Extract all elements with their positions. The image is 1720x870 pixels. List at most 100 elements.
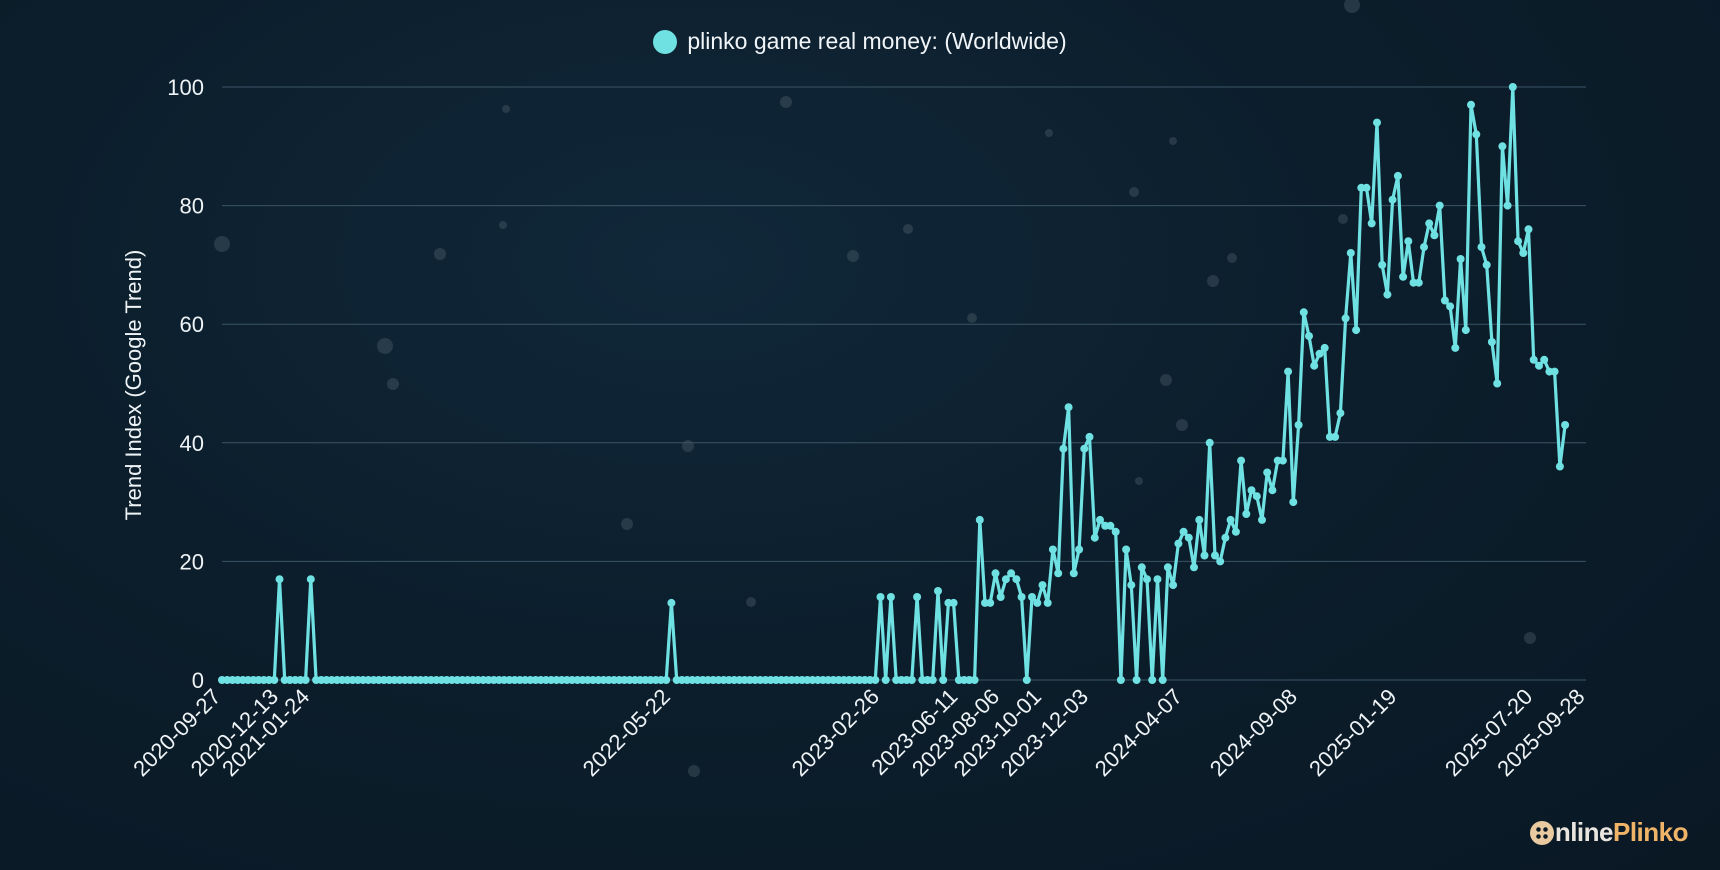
x-tick-label: 2024-04-07	[1090, 684, 1187, 781]
data-point	[1346, 249, 1355, 257]
data-point	[1420, 243, 1428, 252]
background-dot	[682, 440, 694, 452]
data-point	[1336, 409, 1345, 418]
data-point	[1289, 498, 1298, 507]
background-dot	[1227, 253, 1237, 263]
data-point	[1503, 201, 1512, 210]
plinko-board-icon	[1529, 820, 1554, 845]
data-point	[1561, 421, 1570, 429]
data-point	[986, 598, 995, 607]
data-point	[1111, 527, 1120, 536]
x-tick-label: 2025-01-19	[1304, 684, 1401, 781]
data-point	[1299, 308, 1308, 317]
brand-name-part2: Plinko	[1612, 817, 1689, 847]
data-point	[1075, 545, 1084, 554]
data-point	[1430, 231, 1439, 240]
data-point	[1263, 468, 1272, 477]
data-point	[1148, 676, 1157, 684]
background-dot	[1524, 632, 1536, 644]
data-point	[1127, 581, 1136, 590]
data-point	[275, 575, 284, 584]
data-point	[1467, 100, 1475, 109]
data-point	[1226, 515, 1235, 524]
data-point	[1221, 533, 1230, 542]
background-dot	[746, 597, 756, 607]
data-point	[876, 593, 885, 601]
data-point	[1388, 195, 1397, 204]
data-point	[1216, 557, 1225, 566]
y-tick-label: 0	[192, 668, 204, 693]
data-point	[939, 676, 948, 684]
data-point	[301, 676, 310, 684]
series-line	[222, 85, 1567, 682]
background-dot	[1135, 477, 1143, 485]
data-point	[970, 676, 979, 684]
data-point	[1352, 326, 1361, 335]
data-point	[1456, 255, 1465, 263]
data-point	[1493, 379, 1502, 388]
data-point	[1367, 219, 1376, 228]
data-point	[1153, 575, 1162, 584]
background-dot	[377, 338, 393, 354]
data-point	[662, 676, 671, 684]
y-tick-label: 100	[167, 75, 204, 100]
y-axis-ticks: 0 20 40 60 80 100	[167, 75, 204, 693]
data-point	[1477, 243, 1486, 252]
data-point	[1529, 355, 1538, 364]
data-point	[1393, 171, 1402, 180]
data-point	[1106, 521, 1115, 530]
data-point	[1294, 421, 1303, 429]
data-point	[1435, 201, 1444, 210]
data-point	[1383, 290, 1392, 299]
data-point	[1237, 456, 1246, 465]
data-point	[1331, 432, 1340, 441]
data-point	[907, 676, 916, 684]
data-point	[1028, 593, 1036, 601]
data-point	[1535, 361, 1543, 370]
data-point	[1446, 302, 1455, 311]
data-point	[881, 676, 890, 684]
background-dot	[1160, 374, 1172, 386]
data-point	[1064, 403, 1073, 412]
data-point	[1555, 462, 1564, 471]
y-tick-label: 60	[180, 312, 204, 337]
legend-swatch	[653, 29, 678, 54]
background-dot	[847, 250, 859, 262]
data-point	[1158, 676, 1167, 684]
data-point	[1169, 581, 1178, 590]
chart-legend: plinko game real money: (Worldwide)	[0, 28, 1720, 55]
data-point	[306, 575, 315, 584]
y-tick-label: 20	[180, 549, 204, 574]
data-point	[1482, 260, 1491, 269]
data-point	[1425, 219, 1434, 228]
data-point	[1524, 225, 1533, 234]
data-point	[1184, 533, 1193, 542]
data-point	[1059, 444, 1068, 453]
data-point	[1514, 237, 1523, 246]
data-point	[1048, 545, 1057, 554]
background-dot	[434, 248, 446, 260]
data-point	[1451, 343, 1460, 352]
series-plot	[218, 83, 1570, 684]
background-dot	[387, 378, 399, 390]
brand-name-part1: nline	[1554, 817, 1614, 847]
data-point	[1179, 527, 1188, 536]
data-point	[1242, 510, 1251, 518]
data-point	[928, 676, 937, 684]
data-point	[1116, 676, 1125, 684]
data-point	[1472, 130, 1481, 139]
data-point	[1508, 83, 1517, 91]
y-tick-label: 40	[180, 431, 204, 456]
legend-label: plinko game real money: (Worldwide)	[687, 28, 1067, 54]
data-point	[1268, 486, 1277, 495]
background-dot	[1169, 137, 1177, 145]
data-point	[1001, 575, 1010, 584]
background-dot	[967, 313, 977, 323]
y-tick-label: 80	[180, 194, 204, 219]
data-point	[1231, 527, 1240, 536]
data-point	[1069, 569, 1078, 578]
data-point	[1038, 581, 1047, 590]
data-point	[996, 593, 1005, 601]
data-point	[1540, 355, 1549, 364]
